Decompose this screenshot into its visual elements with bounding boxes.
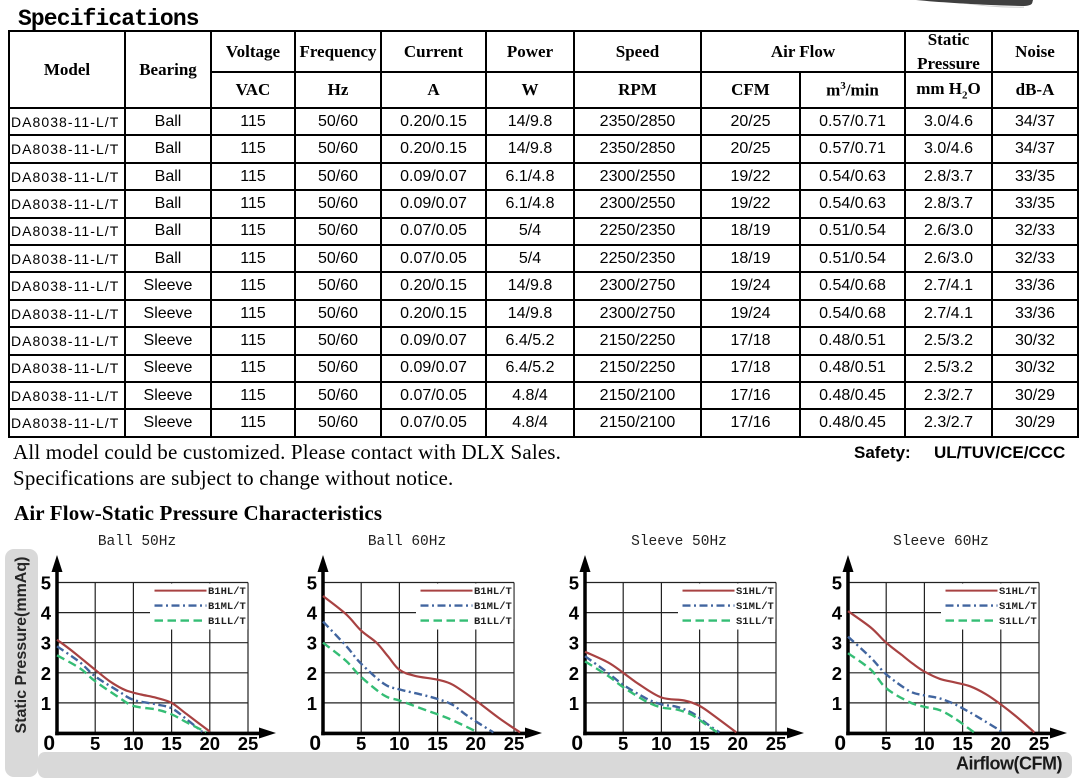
svg-text:2: 2 [831, 663, 841, 684]
svg-text:10: 10 [123, 733, 144, 754]
svg-text:S1ML/T: S1ML/T [999, 601, 1037, 613]
svg-text:5: 5 [90, 733, 100, 754]
svg-text:S1LL/T: S1LL/T [736, 616, 774, 628]
svg-text:5: 5 [568, 573, 578, 594]
svg-text:5: 5 [618, 733, 628, 754]
svg-text:5: 5 [306, 573, 316, 594]
svg-text:B1LL/T: B1LL/T [208, 616, 246, 628]
svg-text:10: 10 [389, 733, 410, 754]
svg-text:B1HL/T: B1HL/T [474, 586, 512, 598]
svg-text:0: 0 [309, 732, 321, 755]
svg-text:15: 15 [427, 733, 448, 754]
svg-text:15: 15 [952, 733, 973, 754]
svg-text:3: 3 [41, 633, 51, 654]
svg-text:20: 20 [200, 733, 221, 754]
svg-text:4: 4 [831, 603, 842, 624]
svg-text:10: 10 [914, 733, 935, 754]
svg-text:0: 0 [834, 732, 846, 755]
svg-text:2: 2 [306, 663, 316, 684]
svg-text:4: 4 [306, 603, 317, 624]
svg-text:0: 0 [571, 732, 583, 755]
svg-text:20: 20 [990, 733, 1011, 754]
svg-text:B1ML/T: B1ML/T [474, 601, 512, 613]
svg-text:S1LL/T: S1LL/T [999, 616, 1037, 628]
svg-text:15: 15 [161, 733, 182, 754]
svg-text:S1HL/T: S1HL/T [736, 586, 774, 598]
svg-text:5: 5 [881, 733, 891, 754]
svg-text:25: 25 [238, 733, 259, 754]
svg-text:B1ML/T: B1ML/T [208, 601, 246, 613]
svg-text:20: 20 [465, 733, 486, 754]
svg-text:5: 5 [356, 733, 366, 754]
svg-text:S1HL/T: S1HL/T [999, 586, 1037, 598]
svg-text:5: 5 [831, 573, 841, 594]
svg-text:2: 2 [568, 663, 578, 684]
svg-text:25: 25 [765, 733, 786, 754]
svg-text:4: 4 [568, 603, 579, 624]
svg-text:1: 1 [306, 693, 316, 714]
svg-text:25: 25 [503, 733, 524, 754]
svg-text:20: 20 [727, 733, 748, 754]
svg-text:4: 4 [41, 603, 52, 624]
svg-text:1: 1 [568, 693, 578, 714]
svg-text:3: 3 [568, 633, 578, 654]
svg-text:25: 25 [1028, 733, 1049, 754]
svg-text:15: 15 [689, 733, 710, 754]
svg-text:1: 1 [831, 693, 841, 714]
svg-text:2: 2 [41, 663, 51, 684]
svg-text:3: 3 [831, 633, 841, 654]
svg-text:B1LL/T: B1LL/T [474, 616, 512, 628]
svg-text:5: 5 [41, 573, 51, 594]
svg-text:0: 0 [43, 732, 55, 755]
svg-text:3: 3 [306, 633, 316, 654]
svg-text:S1ML/T: S1ML/T [736, 601, 774, 613]
svg-text:B1HL/T: B1HL/T [208, 586, 246, 598]
svg-text:10: 10 [651, 733, 672, 754]
svg-text:1: 1 [41, 693, 51, 714]
